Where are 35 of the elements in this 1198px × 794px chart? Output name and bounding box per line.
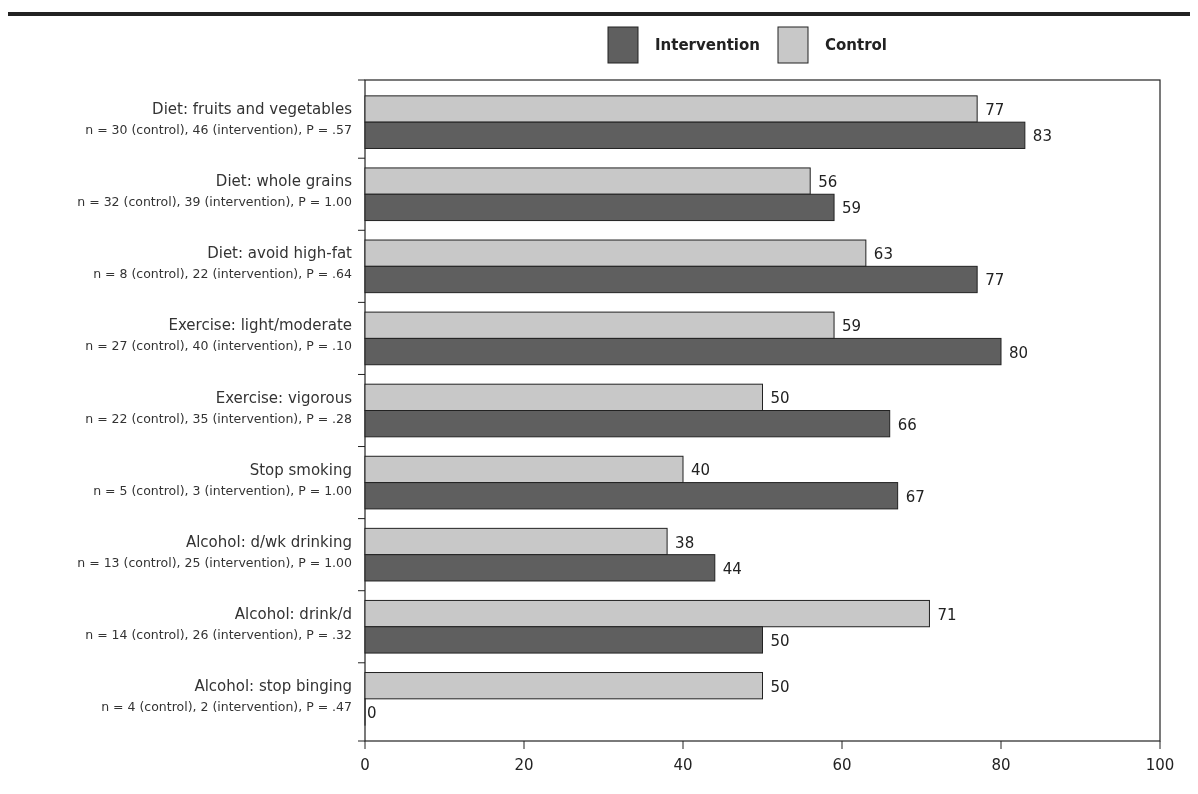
y-tick-label: Exercise: vigorous n = 22 (control), 35 (intervention), P = .28 xyxy=(85,388,353,426)
y-tick-label: Alcohol: d/wk drinking n = 13 (control), 25 (intervention), P = 1.00 xyxy=(77,532,353,570)
data-label: 44 xyxy=(722,559,742,578)
data-label: 63 xyxy=(873,245,893,264)
x-tick-label: 80 xyxy=(991,756,1011,774)
data-label: 71 xyxy=(937,605,957,624)
data-label: 83 xyxy=(1032,127,1052,146)
data-label: 56 xyxy=(818,173,838,192)
y-tick-label: Exercise: light/moderate n = 27 (control), 40 (intervention), P = .10 xyxy=(85,316,353,354)
x-tick-label: 0 xyxy=(360,756,370,774)
data-label: 77 xyxy=(985,101,1005,120)
legend-label: Control xyxy=(825,36,888,54)
data-label: 40 xyxy=(691,461,711,480)
x-tick-label: 60 xyxy=(832,756,852,774)
y-tick-label: Alcohol: drink/d n = 14 (control), 26 (intervention), P = .32 xyxy=(85,604,352,642)
data-label: 59 xyxy=(842,199,862,218)
legend-label: Intervention xyxy=(655,36,760,54)
data-label: 0 xyxy=(367,703,377,722)
data-label: 50 xyxy=(770,631,790,650)
data-label: 67 xyxy=(905,487,925,506)
x-tick-label: 20 xyxy=(514,756,534,774)
x-tick-label: 40 xyxy=(673,756,693,774)
y-tick-label: Diet: avoid high-fat n = 8 (control), 22 (intervention), P = .64 xyxy=(93,244,353,282)
y-tick-label: Stop smoking n = 5 (control), 3 (intervention), P = 1.00 xyxy=(93,460,353,498)
data-label: 38 xyxy=(675,533,695,552)
data-label: 59 xyxy=(842,317,862,336)
data-label: 66 xyxy=(897,415,917,434)
data-label: 80 xyxy=(1009,343,1029,362)
data-label: 50 xyxy=(770,389,790,408)
y-tick-label: Diet: whole grains n = 32 (control), 39 (intervention), P = 1.00 xyxy=(77,172,353,210)
y-tick-label: Alcohol: stop binging n = 4 (control), 2 (intervention), P = .47 xyxy=(101,676,352,714)
data-label: 77 xyxy=(985,271,1005,290)
x-tick-label: 100 xyxy=(1145,756,1175,774)
data-label: 50 xyxy=(770,677,790,696)
y-tick-label: Diet: fruits and vegetables n = 30 (control), 46 (intervention), P = .57 xyxy=(85,100,353,138)
